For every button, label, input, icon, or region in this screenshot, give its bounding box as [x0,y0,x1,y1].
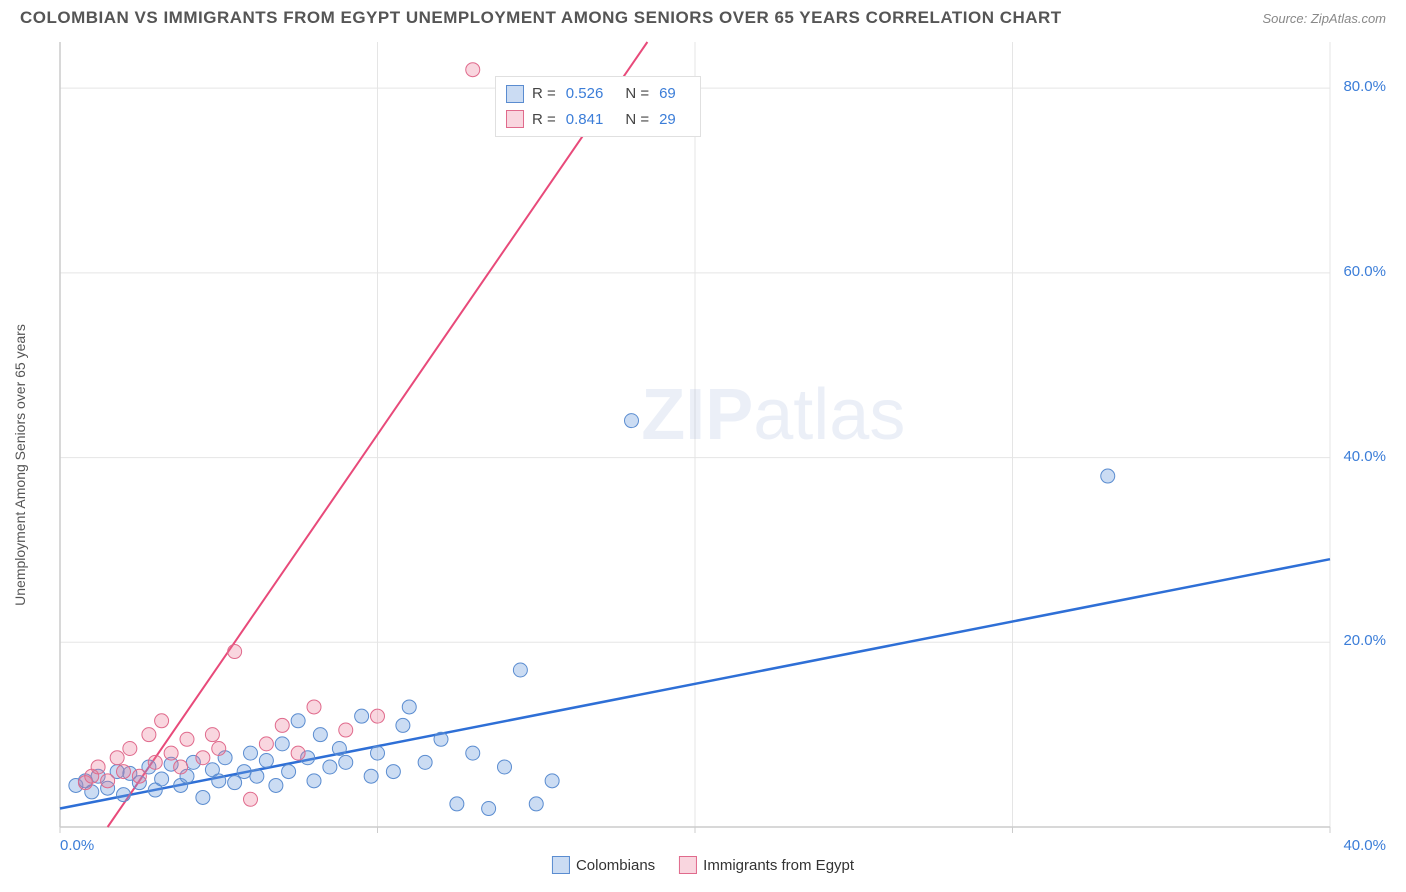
stats-row-egypt: R = 0.841 N = 29 [506,107,690,133]
y-tick-label: 80.0% [1343,78,1386,95]
swatch-egypt-icon [679,856,697,874]
y-axis-label: Unemployment Among Seniors over 65 years [12,324,28,606]
chart-container: Unemployment Among Seniors over 65 years… [0,32,1406,882]
scatter-plot [50,32,1390,862]
y-tick-label: 60.0% [1343,263,1386,280]
swatch-colombians [506,85,524,103]
r-value-colombians: 0.526 [566,81,604,107]
r-value-egypt: 0.841 [566,107,604,133]
bottom-legend: Colombians Immigrants from Egypt [552,856,854,874]
page-title: COLOMBIAN VS IMMIGRANTS FROM EGYPT UNEMP… [20,8,1062,28]
stats-legend: R = 0.526 N = 69 R = 0.841 N = 29 [495,76,701,137]
legend-label-egypt: Immigrants from Egypt [703,857,854,874]
y-tick-label: 20.0% [1343,632,1386,649]
n-value-egypt: 29 [659,107,676,133]
x-tick-label: 0.0% [60,837,94,854]
swatch-egypt [506,110,524,128]
legend-item-egypt: Immigrants from Egypt [679,856,854,874]
y-tick-label: 40.0% [1343,448,1386,465]
legend-label-colombians: Colombians [576,857,655,874]
swatch-colombians-icon [552,856,570,874]
legend-item-colombians: Colombians [552,856,655,874]
n-value-colombians: 69 [659,81,676,107]
source-attribution: Source: ZipAtlas.com [1262,11,1386,26]
header: COLOMBIAN VS IMMIGRANTS FROM EGYPT UNEMP… [0,0,1406,32]
stats-row-colombians: R = 0.526 N = 69 [506,81,690,107]
x-tick-label: 40.0% [1343,837,1386,854]
